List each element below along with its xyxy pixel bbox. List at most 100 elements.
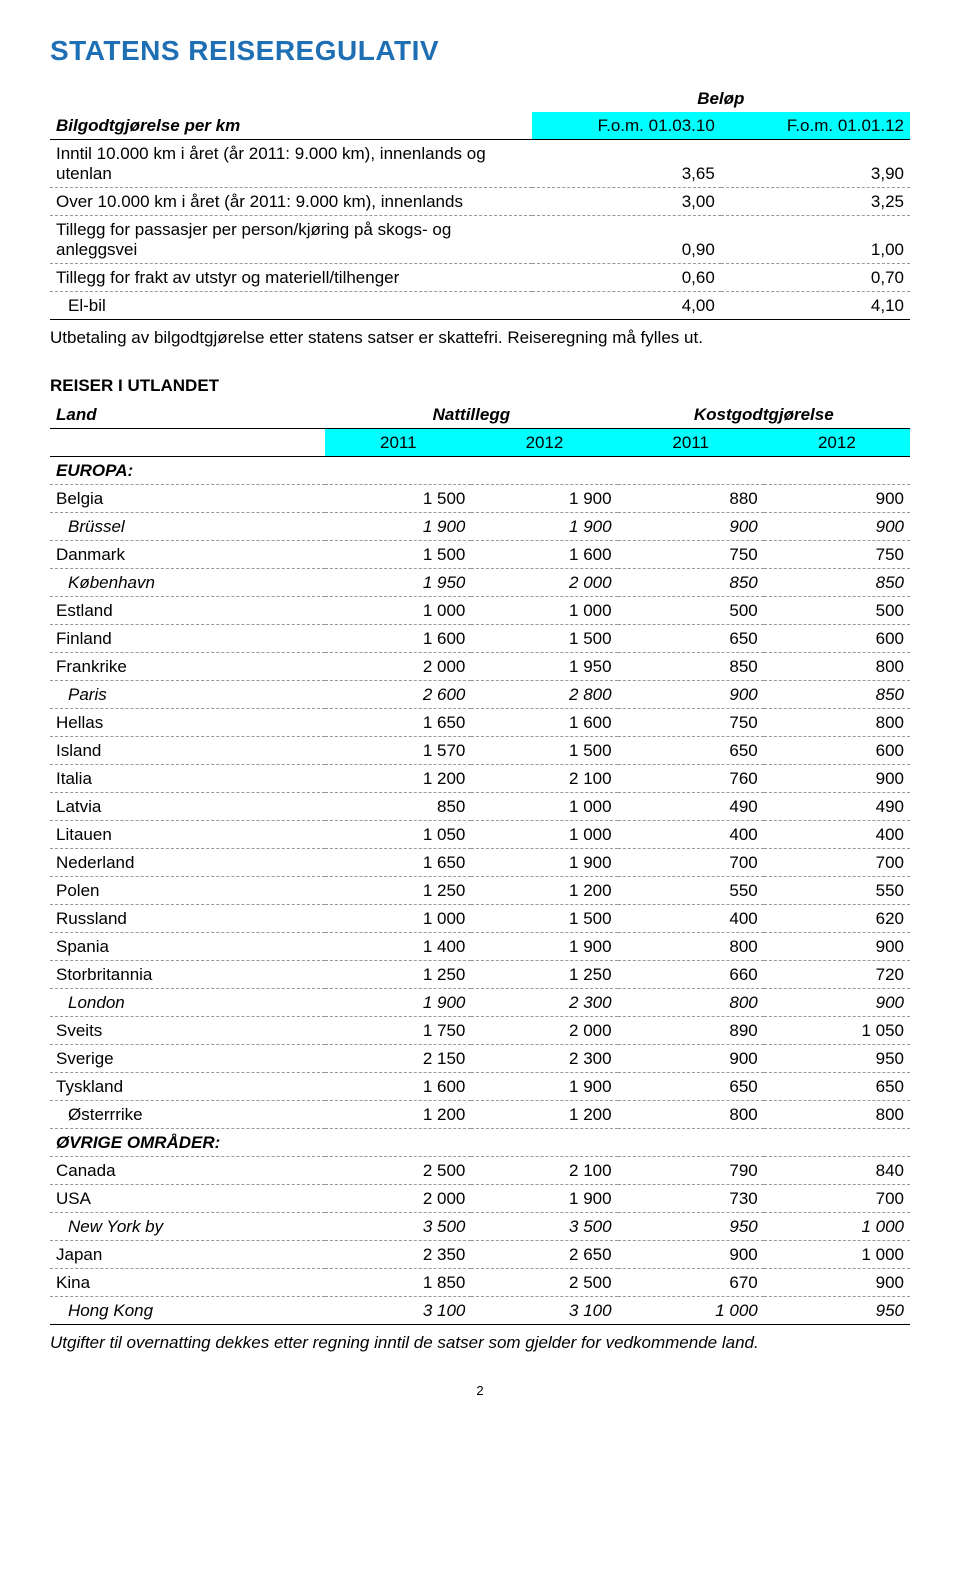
t2-land: Land (50, 401, 325, 429)
t2-row-value: 850 (618, 653, 764, 681)
t2-row-value: 2 100 (471, 765, 617, 793)
t2-row-value: 1 000 (325, 905, 471, 933)
mileage-table: Beløp Bilgodtgjørelse per km F.o.m. 01.0… (50, 85, 910, 320)
t2-row-value: 2 000 (471, 1017, 617, 1045)
t2-row-value: 400 (764, 821, 910, 849)
t2-row-value: 700 (764, 1185, 910, 1213)
t2-row-label: Spania (50, 933, 325, 961)
t2-row-value: 1 600 (471, 709, 617, 737)
t2-row-value: 1 900 (325, 513, 471, 541)
t2-row-label: Kina (50, 1269, 325, 1297)
t2-row-value: 550 (618, 877, 764, 905)
t2-row-value: 850 (325, 793, 471, 821)
t2-row-label: London (50, 989, 325, 1017)
t2-row-value: 2 800 (471, 681, 617, 709)
t2-row-value: 750 (618, 709, 764, 737)
t2-row-value: 650 (764, 1073, 910, 1101)
t1-row-v1: 4,00 (532, 292, 721, 320)
t2-row-value: 1 900 (471, 513, 617, 541)
t2-row-value: 2 000 (471, 569, 617, 597)
t2-row-value: 600 (764, 737, 910, 765)
t2-y2b: 2012 (764, 429, 910, 457)
t1-row-v2: 3,25 (721, 188, 910, 216)
t2-row-label: Frankrike (50, 653, 325, 681)
t2-row-value: 700 (618, 849, 764, 877)
t2-row-value: 1 900 (471, 1185, 617, 1213)
t2-row-value: 1 900 (471, 849, 617, 877)
t2-row-value: 790 (618, 1157, 764, 1185)
t2-row-value: 3 100 (471, 1297, 617, 1325)
t2-row-value: 900 (764, 933, 910, 961)
t2-row-value: 800 (618, 989, 764, 1017)
t2-row-value: 1 000 (764, 1213, 910, 1241)
t2-row-value: 650 (618, 737, 764, 765)
t2-row-value: 2 500 (471, 1269, 617, 1297)
t2-row-value: 1 900 (325, 989, 471, 1017)
t2-row-value: 1 250 (325, 961, 471, 989)
t2-row-label: Polen (50, 877, 325, 905)
t2-row-value: 900 (618, 513, 764, 541)
t2-row-value: 490 (764, 793, 910, 821)
t2-row-value: 1 900 (471, 933, 617, 961)
t2-row-value: 3 500 (471, 1213, 617, 1241)
t2-row-label: Russland (50, 905, 325, 933)
t2-row-value: 2 150 (325, 1045, 471, 1073)
t2-row-label: Danmark (50, 541, 325, 569)
t2-row-value: 2 300 (471, 1045, 617, 1073)
t1-row-label: Inntil 10.000 km i året (år 2011: 9.000 … (50, 140, 532, 188)
t2-row-value: 2 600 (325, 681, 471, 709)
belop-header: Beløp (532, 85, 910, 112)
t2-row-value: 660 (618, 961, 764, 989)
t2-row-value: 720 (764, 961, 910, 989)
t2-row-value: 1 000 (325, 597, 471, 625)
t2-row-value: 1 570 (325, 737, 471, 765)
t1-row-v2: 3,90 (721, 140, 910, 188)
t2-row-value: 1 950 (471, 653, 617, 681)
t2-y2a: 2012 (471, 429, 617, 457)
t2-row-label: Litauen (50, 821, 325, 849)
t2-row-value: 900 (764, 485, 910, 513)
t2-row-value: 1 250 (325, 877, 471, 905)
note-1: Utbetaling av bilgodtgjørelse etter stat… (50, 328, 910, 348)
t2-row-value: 900 (618, 681, 764, 709)
t2-y1b: 2011 (618, 429, 764, 457)
t2-row-value: 750 (618, 541, 764, 569)
t2-row-label: Latvia (50, 793, 325, 821)
t2-row-label: Nederland (50, 849, 325, 877)
t2-row-value: 620 (764, 905, 910, 933)
footnote: Utgifter til overnatting dekkes etter re… (50, 1333, 910, 1353)
t1-row-label: El-bil (50, 292, 532, 320)
t2-row-value: 800 (764, 709, 910, 737)
t2-row-value: 1 850 (325, 1269, 471, 1297)
t2-row-value: 900 (764, 1269, 910, 1297)
t2-row-value: 1 900 (471, 485, 617, 513)
page-number: 2 (50, 1383, 910, 1398)
t1-row-v1: 3,65 (532, 140, 721, 188)
t2-row-value: 800 (764, 1101, 910, 1129)
t2-row-value: 750 (764, 541, 910, 569)
t1-col3: F.o.m. 01.01.12 (721, 112, 910, 140)
t2-row-value: 400 (618, 905, 764, 933)
t2-row-value: 950 (764, 1045, 910, 1073)
t1-row-label: Over 10.000 km i året (år 2011: 9.000 km… (50, 188, 532, 216)
t2-nattillegg: Nattillegg (325, 401, 617, 429)
t2-row-label: Belgia (50, 485, 325, 513)
t2-row-value: 1 000 (471, 821, 617, 849)
t2-row-label: Storbritannia (50, 961, 325, 989)
t2-row-label: Estland (50, 597, 325, 625)
t2-row-label: Island (50, 737, 325, 765)
t2-row-value: 700 (764, 849, 910, 877)
t2-row-value: 1 200 (471, 877, 617, 905)
t2-row-value: 1 250 (471, 961, 617, 989)
t2-row-value: 2 650 (471, 1241, 617, 1269)
t2-row-value: 650 (618, 1073, 764, 1101)
t1-row-v2: 4,10 (721, 292, 910, 320)
t2-row-value: 500 (618, 597, 764, 625)
t2-row-value: 670 (618, 1269, 764, 1297)
t2-row-value: 650 (618, 625, 764, 653)
t2-row-value: 1 600 (325, 625, 471, 653)
t1-row-v1: 3,00 (532, 188, 721, 216)
t2-row-value: 880 (618, 485, 764, 513)
t2-row-value: 1 050 (764, 1017, 910, 1045)
t2-row-value: 1 500 (471, 625, 617, 653)
